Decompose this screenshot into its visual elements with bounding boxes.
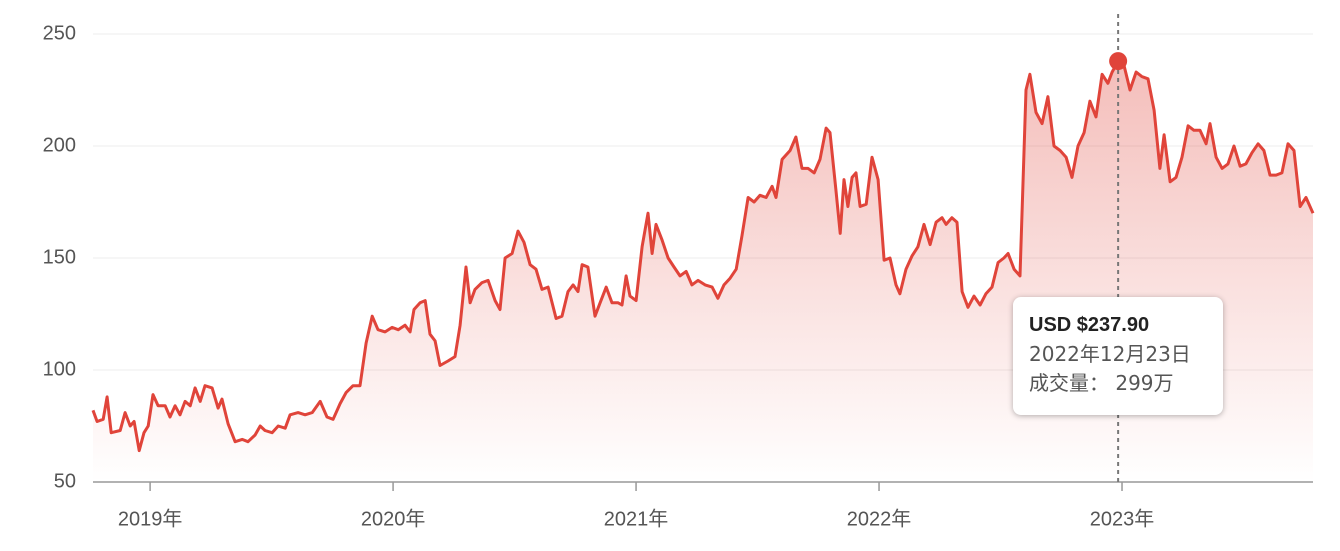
y-tick-label: 150 — [43, 246, 76, 268]
y-tick-label: 250 — [43, 22, 76, 44]
price-line — [91, 59, 1315, 453]
y-tick-label: 50 — [54, 470, 76, 492]
volume-label: 成交量： — [1029, 371, 1109, 395]
hover-point — [1109, 52, 1128, 71]
x-tick-label: 2023年 — [1090, 507, 1155, 530]
x-tick-label: 2019年 — [118, 507, 183, 530]
x-tick-label: 2020年 — [361, 507, 426, 530]
x-tick-label: 2022年 — [847, 507, 912, 530]
area — [93, 61, 1313, 482]
tooltip-price: USD $237.90 — [1029, 314, 1150, 336]
y-tick-label: 100 — [43, 358, 76, 380]
x-tick-label: 2021年 — [604, 507, 669, 530]
volume-value: 299万 — [1115, 371, 1174, 395]
tooltip: USD $237.90 2022年12月23日 成交量： 299万 — [1013, 297, 1223, 415]
y-tick-label: 200 — [43, 134, 76, 156]
tooltip-volume: 成交量： 299万 — [1029, 369, 1207, 398]
tooltip-date: 2022年12月23日 — [1029, 342, 1191, 366]
